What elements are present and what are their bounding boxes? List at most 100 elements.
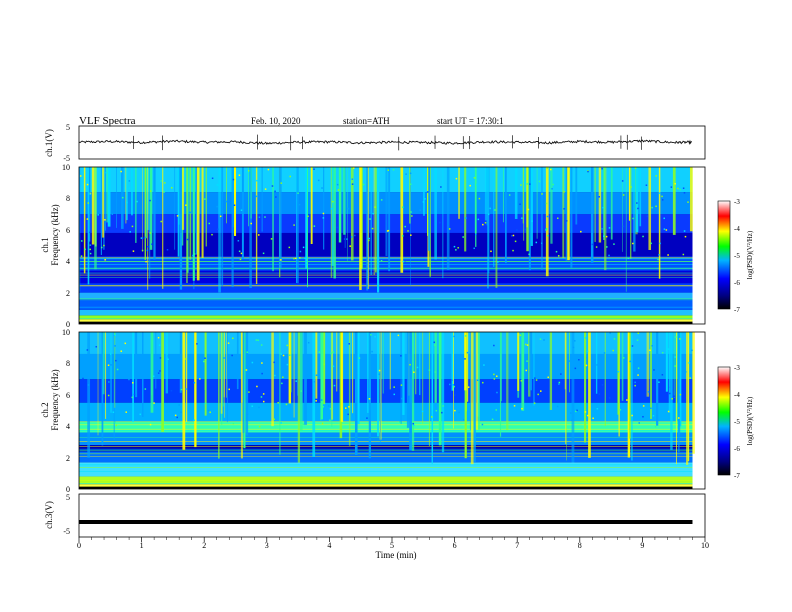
spectrogram-speckle <box>216 205 218 208</box>
ch2-ytick-10: 10 <box>62 328 70 337</box>
spectrogram-speckle <box>575 410 577 413</box>
spectrogram-speckle <box>86 183 89 186</box>
spectrogram-speckle <box>651 206 653 209</box>
spectrogram-speckle <box>524 228 526 231</box>
ch2-colorbar-label: log(PSD)(V²/Hz) <box>746 396 754 445</box>
spectrogram-speckle <box>139 413 142 416</box>
spectrogram-speckle <box>584 411 587 413</box>
spectrogram-burst <box>500 332 502 402</box>
spectrogram-speckle <box>126 201 128 204</box>
spectrogram-speckle <box>275 196 277 198</box>
spectrogram-burst <box>486 167 488 226</box>
spectrogram-speckle <box>609 332 611 334</box>
ch2-ytick-8: 8 <box>66 359 70 368</box>
spectrogram-speckle <box>280 353 283 355</box>
spectrogram-speckle <box>140 237 143 239</box>
spectrogram-burst <box>255 167 258 285</box>
spectrogram-speckle <box>185 204 187 206</box>
spectrogram-burst <box>114 332 116 408</box>
spectrogram-speckle <box>280 259 282 261</box>
spectrogram-burst <box>205 167 208 247</box>
spectrogram-burst <box>522 167 524 224</box>
spectrogram-speckle <box>322 212 325 215</box>
spectrogram-burst <box>595 332 598 394</box>
spectrogram-speckle <box>176 416 178 419</box>
spectrogram-speckle <box>132 250 135 252</box>
spectrogram-speckle <box>366 417 368 419</box>
spectrogram-speckle <box>89 248 91 251</box>
spectrogram-speckle <box>646 215 649 218</box>
spectrogram-burst <box>474 167 477 234</box>
spectrogram-speckle <box>661 374 664 376</box>
spectrogram-speckle <box>469 184 471 187</box>
spectrogram-burst <box>88 167 91 242</box>
spectrogram-speckle <box>407 230 409 232</box>
spectrogram-burst <box>678 332 680 453</box>
spectrogram-speckle <box>478 197 481 200</box>
spectrogram-band <box>79 445 693 452</box>
ch2-cb-tick-m6: -6 <box>734 445 740 453</box>
spectrogram-burst <box>687 332 690 462</box>
spectrogram-burst <box>621 332 624 401</box>
spectrogram-speckle <box>453 335 455 338</box>
spectrogram-speckle <box>322 406 324 408</box>
spectrogram-speckle <box>282 354 285 357</box>
spectrogram-burst <box>635 167 639 233</box>
spectrogram-burst <box>192 167 195 281</box>
spectrogram-burst <box>434 167 437 260</box>
header-start-time: start UT = 17:30:1 <box>437 116 504 126</box>
spectrogram-speckle <box>164 182 166 184</box>
spectrogram-burst <box>495 167 498 288</box>
spectrogram-speckle <box>374 206 377 208</box>
spectrogram-speckle <box>629 360 631 363</box>
spectrogram-speckle <box>264 188 267 190</box>
spectrogram-speckle <box>631 414 633 417</box>
spectrogram-speckle <box>645 184 648 186</box>
spectrogram-speckle <box>128 354 131 356</box>
spectrogram-burst <box>458 167 460 219</box>
spectrogram-speckle <box>462 418 465 421</box>
spectrogram-speckle <box>387 169 389 171</box>
spectrogram-speckle <box>332 351 334 353</box>
spectrogram-band <box>79 476 693 485</box>
spectrogram-burst <box>423 167 425 216</box>
spectrogram-speckle <box>606 246 608 248</box>
ch2-spectrogram-frame <box>78 331 706 490</box>
spectrogram-speckle <box>549 168 552 171</box>
ch2-spectrogram-image <box>79 332 695 489</box>
spectrogram-speckle <box>293 224 295 226</box>
spectrogram-speckle <box>596 408 599 410</box>
spectrogram-speckle <box>261 372 263 375</box>
spectrogram-speckle <box>267 168 270 171</box>
spectrogram-burst <box>675 332 677 465</box>
spectrogram-speckle <box>691 349 693 352</box>
spectrogram-speckle <box>404 225 406 228</box>
spectrogram-speckle <box>89 244 92 246</box>
spectrogram-burst <box>333 167 336 279</box>
spectrogram-burst <box>150 332 154 413</box>
spectrogram-speckle <box>104 219 106 221</box>
spectrogram-speckle <box>608 254 610 257</box>
spectrogram-burst <box>567 167 570 261</box>
spectrogram-speckle <box>661 199 664 201</box>
spectrogram-burst <box>165 332 169 394</box>
ch2-ytick-6: 6 <box>66 391 70 400</box>
spectrogram-burst <box>321 332 324 404</box>
spectrogram-speckle <box>141 237 144 240</box>
spectrogram-speckle <box>347 207 350 210</box>
spectrogram-speckle <box>591 243 594 246</box>
spectrogram-speckle <box>683 230 686 232</box>
spectrogram-burst <box>149 167 153 250</box>
spectrogram-speckle <box>108 381 110 383</box>
spectrogram-speckle <box>603 235 605 237</box>
spectrogram-speckle <box>255 195 257 198</box>
spectrogram-speckle <box>555 250 558 253</box>
spectrogram-speckle <box>170 390 173 392</box>
spectrogram-speckle <box>482 381 484 384</box>
spectrogram-speckle <box>651 345 653 347</box>
spectrogram-burst <box>692 332 695 454</box>
spectrogram-burst <box>147 167 150 230</box>
spectrogram-speckle <box>677 187 679 190</box>
spectrogram-burst <box>367 332 369 413</box>
spectrogram-speckle <box>282 376 284 378</box>
